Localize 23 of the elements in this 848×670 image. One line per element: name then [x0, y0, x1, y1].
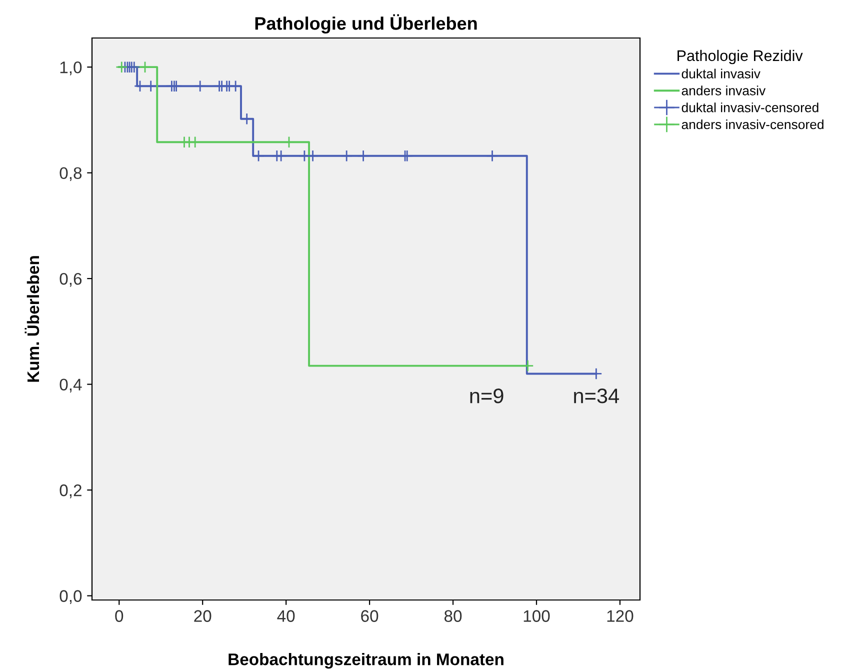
- legend-label: anders invasiv: [682, 86, 766, 96]
- annotation: n=34: [574, 388, 620, 404]
- y-tick-label: 0,8: [60, 167, 82, 181]
- legend-title: Pathologie Rezidiv: [678, 50, 803, 64]
- x-tick-label: 100: [524, 610, 550, 622]
- x-tick-label: 0: [115, 610, 124, 622]
- x-tick-label: 20: [194, 610, 212, 622]
- chart-title: Pathologie und Überleben: [255, 14, 477, 34]
- y-tick-label: 0,6: [60, 272, 82, 287]
- y-tick-label: 0,4: [60, 378, 82, 392]
- legend-label: duktal invasiv-censored: [682, 102, 818, 112]
- y-axis-title: Kum. Überleben: [24, 256, 40, 382]
- legend-label: duktal invasiv: [682, 68, 760, 78]
- y-tick-label: 0,0: [60, 590, 82, 604]
- legend-label: anders invasiv-censored: [682, 119, 824, 130]
- annotation: n=9: [470, 388, 504, 404]
- y-tick-label: 1,0: [60, 61, 82, 76]
- x-axis-title: Beobachtungszeitraum in Monaten: [228, 653, 504, 669]
- y-tick-label: 0,2: [60, 484, 82, 498]
- x-tick-label: 60: [361, 610, 378, 622]
- x-tick-label: 80: [444, 610, 462, 622]
- x-tick-label: 120: [607, 610, 634, 622]
- x-tick-label: 40: [277, 610, 295, 622]
